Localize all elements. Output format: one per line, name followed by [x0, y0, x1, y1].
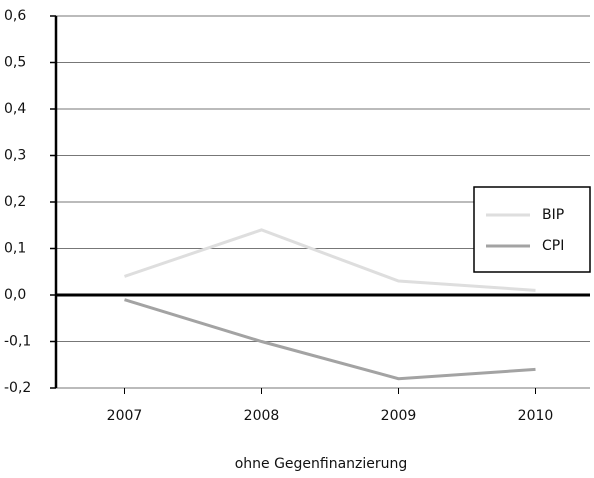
y-tick-label: 0,0: [4, 287, 26, 303]
x-tick-label: 2010: [518, 408, 554, 424]
x-tick-label: 2007: [107, 408, 143, 424]
x-axis-title: ohne Gegenfinanzierung: [235, 456, 408, 472]
y-tick-label: 0,4: [4, 101, 26, 117]
y-tick-label: 0,1: [4, 241, 26, 257]
legend-box: [473, 186, 591, 273]
legend-label: BIP: [542, 207, 564, 223]
y-tick-label: -0,1: [4, 334, 31, 350]
y-tick-label: 0,2: [4, 194, 26, 210]
y-tick-label: 0,3: [4, 148, 26, 164]
legend-label: CPI: [542, 238, 564, 254]
series-line: [124, 228, 536, 292]
x-tick-label: 2008: [244, 408, 280, 424]
series-line: [124, 298, 536, 381]
y-tick-label: 0,6: [4, 8, 26, 24]
y-tick-label: -0,2: [4, 380, 31, 396]
x-tick-label: 2009: [381, 408, 417, 424]
y-tick-label: 0,5: [4, 55, 26, 71]
